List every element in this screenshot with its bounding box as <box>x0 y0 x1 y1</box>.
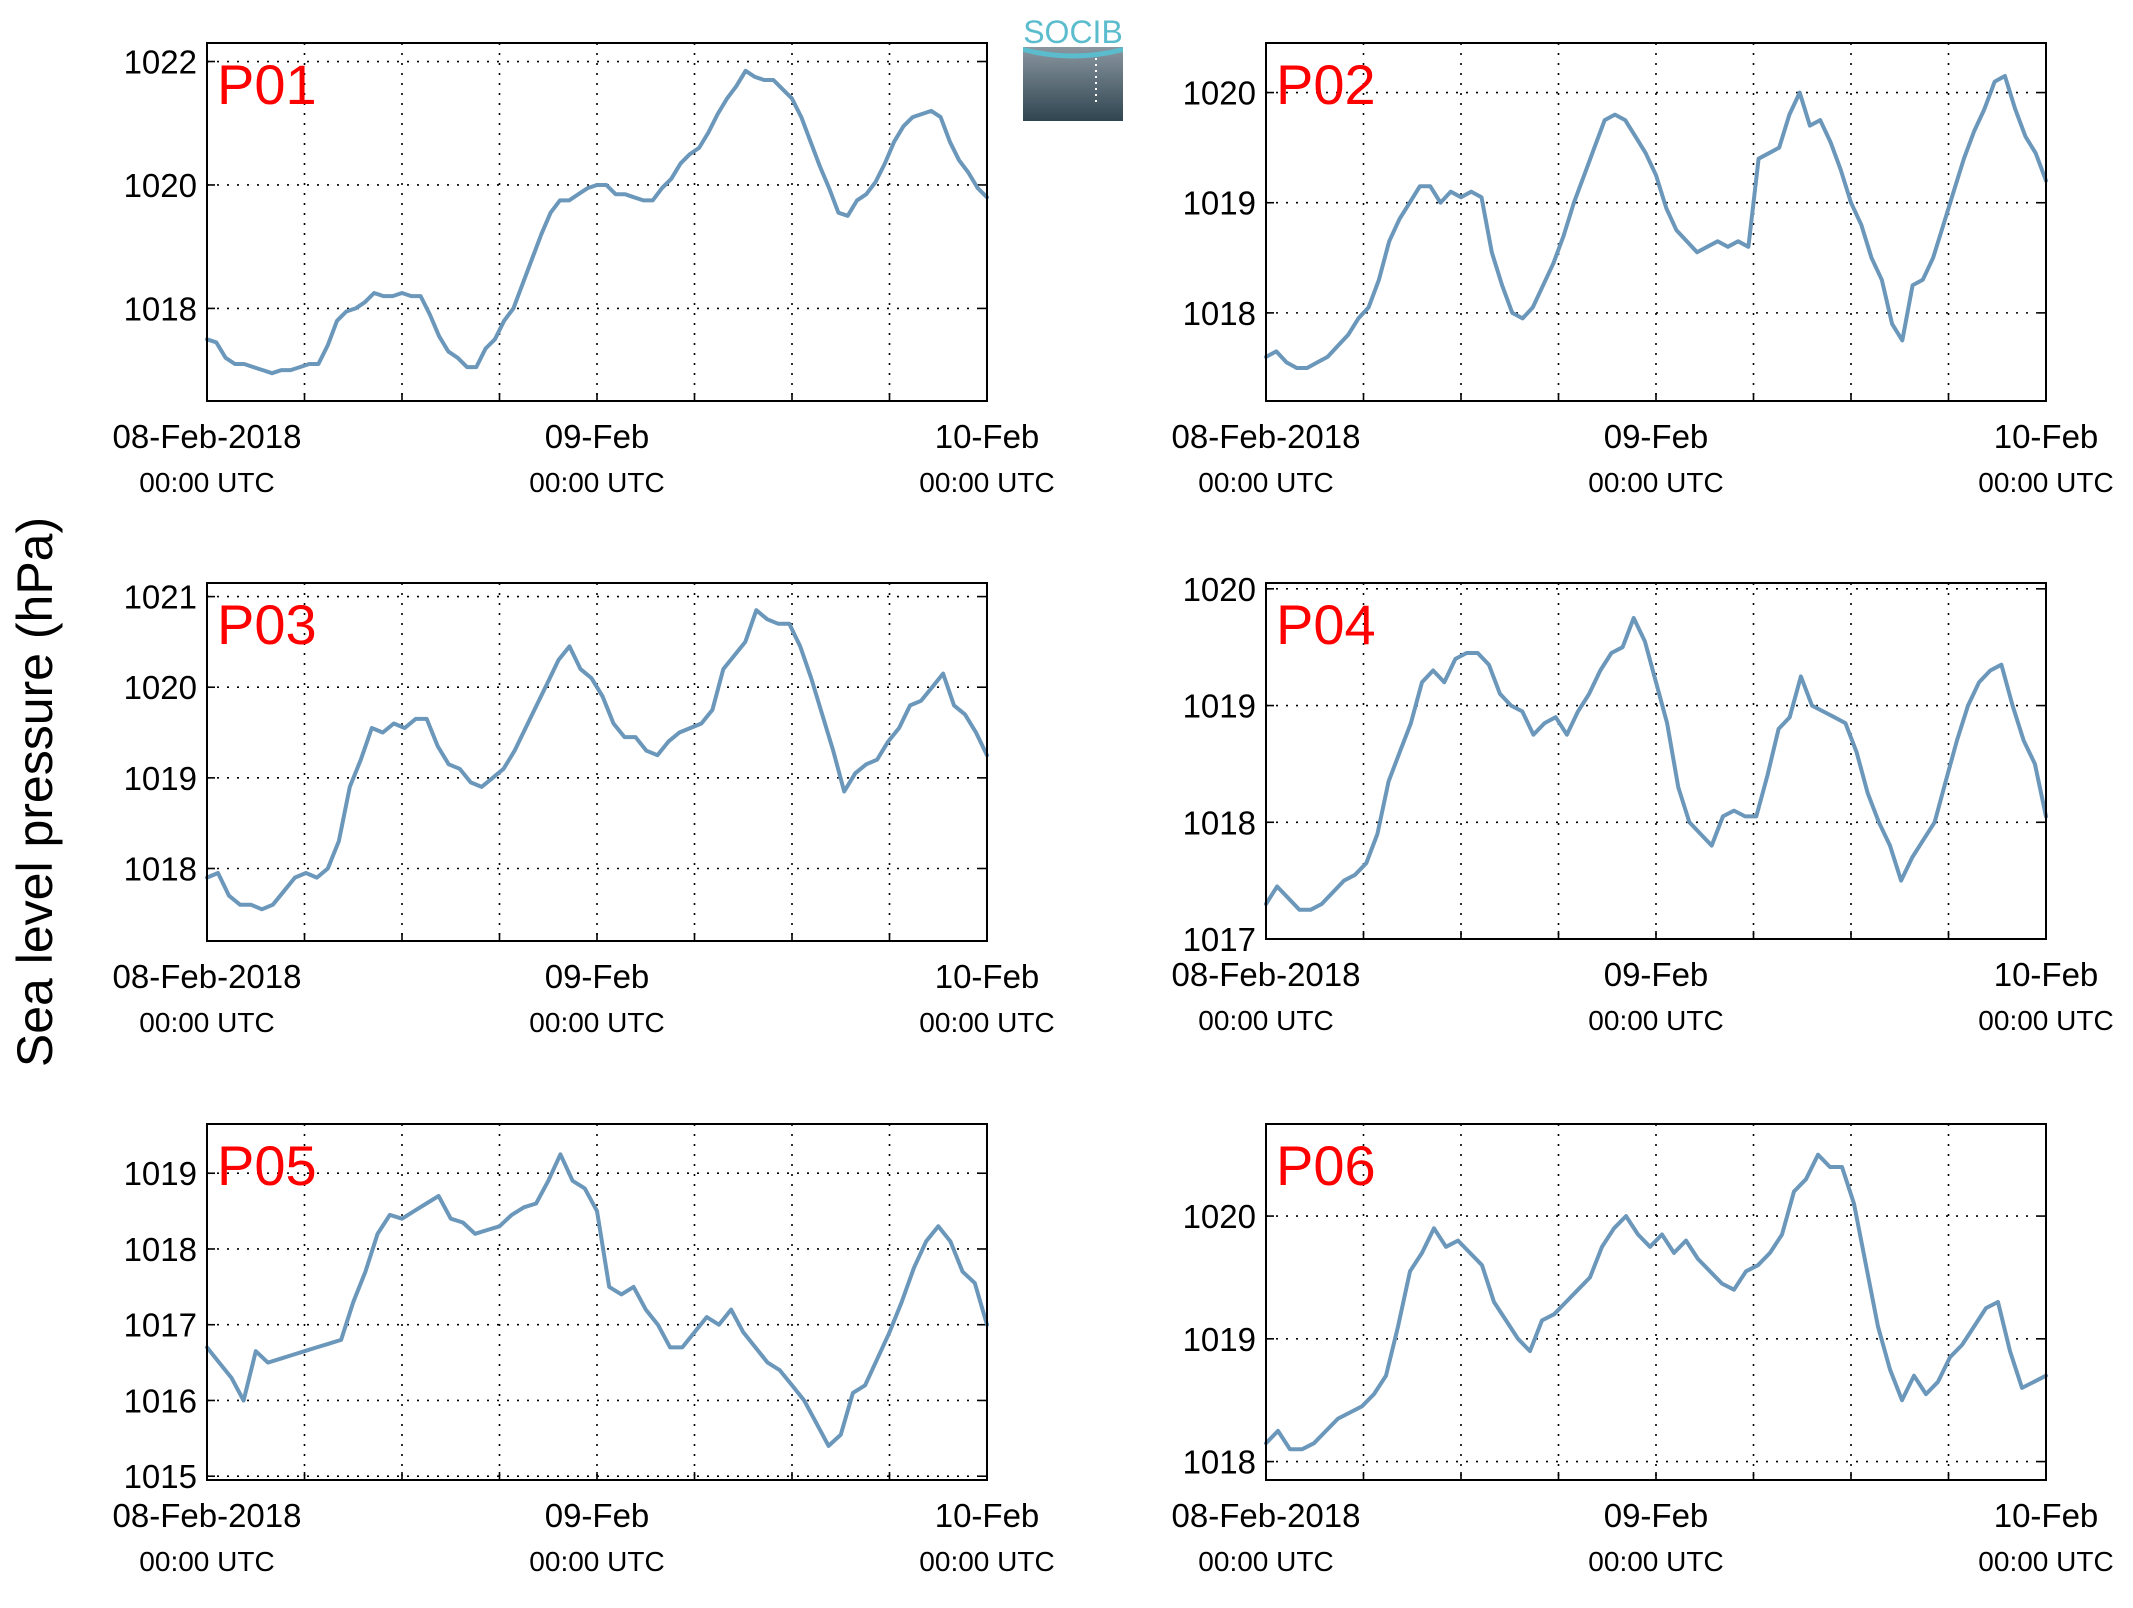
x-tick-label: 10-Feb <box>935 418 1040 455</box>
logo-text: SOCIB <box>1023 14 1123 50</box>
x-tick-label: 09-Feb <box>545 418 650 455</box>
y-tick-label: 1020 <box>1183 75 1256 112</box>
series-line <box>205 608 989 912</box>
x-tick-sublabel: 00:00 UTC <box>139 1546 274 1577</box>
panel-p03: 1018 1019 1020 1021 08-Feb-2018 00:00 UTC 09-F… <box>113 579 1055 1038</box>
y-tick-label: 1018 <box>124 850 197 887</box>
x-tick-sublabel: 00:00 UTC <box>529 1546 664 1577</box>
x-tick-label: 09-Feb <box>1604 956 1709 993</box>
logo-wave <box>1023 47 1123 59</box>
panel-p05: 1015 1016 1017 1018 1019 08-Feb-2018 00:00 UTC… <box>113 1123 1055 1577</box>
x-tick-label: 08-Feb-2018 <box>113 1497 302 1534</box>
x-tick-label: 10-Feb <box>935 1497 1040 1534</box>
x-tick-sublabel: 00:00 UTC <box>139 467 274 498</box>
x-tick-label: 10-Feb <box>935 958 1040 995</box>
logo-mark <box>1023 47 1123 121</box>
panel-p06: 1018 1019 1020 08-Feb-2018 00:00 UTC 09-Feb 00… <box>1172 1123 2114 1577</box>
x-tick-label: 09-Feb <box>545 1497 650 1534</box>
x-tick-sublabel: 00:00 UTC <box>919 1007 1054 1038</box>
x-tick-sublabel: 00:00 UTC <box>1198 1005 1333 1036</box>
x-tick-label: 10-Feb <box>1994 956 2099 993</box>
panels-container: 1018 1020 1022 08-Feb-2018 00:00 UTC 09-Feb 00… <box>113 42 2114 1577</box>
x-tick-label: 10-Feb <box>1994 1497 2099 1534</box>
y-tick-label: 1020 <box>124 167 197 204</box>
x-tick-sublabel: 00:00 UTC <box>919 467 1054 498</box>
axis-frame <box>206 582 988 942</box>
y-tick-label: 1020 <box>1183 1198 1256 1235</box>
series-line <box>205 68 989 376</box>
x-tick-sublabel: 00:00 UTC <box>1198 1546 1333 1577</box>
y-tick-label: 1019 <box>1183 688 1256 725</box>
y-tick-label: 1018 <box>124 1231 197 1268</box>
series-line <box>1264 616 2048 912</box>
series-line <box>1264 74 2048 370</box>
y-tick-label: 1018 <box>1183 804 1256 841</box>
x-tick-sublabel: 00:00 UTC <box>1588 1546 1723 1577</box>
axis-frame <box>206 1123 988 1481</box>
panel-label: P05 <box>217 1134 317 1197</box>
x-tick-sublabel: 00:00 UTC <box>529 1007 664 1038</box>
x-tick-sublabel: 00:00 UTC <box>1588 1005 1723 1036</box>
y-tick-label: 1019 <box>1183 1321 1256 1358</box>
panel-label: P03 <box>217 593 317 656</box>
y-tick-label: 1016 <box>124 1382 197 1419</box>
axis-frame <box>1265 582 2047 940</box>
series-line <box>1264 1152 2048 1452</box>
x-tick-sublabel: 00:00 UTC <box>919 1546 1054 1577</box>
x-tick-label: 08-Feb-2018 <box>1172 1497 1361 1534</box>
y-axis-label: Sea level pressure (hPa) <box>7 517 63 1067</box>
y-tick-label: 1015 <box>124 1458 197 1495</box>
y-tick-label: 1020 <box>124 669 197 706</box>
panel-label: P01 <box>217 53 317 116</box>
axis-frame <box>1265 1123 2047 1481</box>
y-tick-label: 1017 <box>124 1307 197 1344</box>
panel-label: P04 <box>1276 593 1376 656</box>
panel-p04: 1017 1018 1019 1020 08-Feb-2018 00:00 UTC 09-F… <box>1172 571 2114 1036</box>
x-tick-label: 08-Feb-2018 <box>1172 956 1361 993</box>
x-tick-label: 08-Feb-2018 <box>1172 418 1361 455</box>
y-tick-label: 1019 <box>124 760 197 797</box>
x-tick-sublabel: 00:00 UTC <box>1978 1005 2113 1036</box>
x-tick-label: 08-Feb-2018 <box>113 958 302 995</box>
y-tick-label: 1022 <box>124 44 197 81</box>
x-tick-label: 09-Feb <box>1604 1497 1709 1534</box>
x-tick-sublabel: 00:00 UTC <box>1198 467 1333 498</box>
panel-p02: 1018 1019 1020 08-Feb-2018 00:00 UTC 09-Feb 00… <box>1172 42 2114 498</box>
x-tick-sublabel: 00:00 UTC <box>1978 467 2113 498</box>
panel-label: P02 <box>1276 53 1376 116</box>
y-tick-label: 1019 <box>1183 185 1256 222</box>
x-tick-label: 10-Feb <box>1994 418 2099 455</box>
axis-frame <box>206 42 988 402</box>
series-line <box>205 1152 989 1448</box>
y-tick-label: 1019 <box>124 1155 197 1192</box>
y-tick-label: 1020 <box>1183 571 1256 608</box>
x-tick-label: 08-Feb-2018 <box>113 418 302 455</box>
socib-logo: SOCIB <box>1023 14 1123 121</box>
y-tick-label: 1018 <box>1183 1444 1256 1481</box>
y-tick-label: 1021 <box>124 579 197 616</box>
x-tick-label: 09-Feb <box>545 958 650 995</box>
axis-frame <box>1265 42 2047 402</box>
panel-p01: 1018 1020 1022 08-Feb-2018 00:00 UTC 09-Feb 00… <box>113 42 1055 498</box>
x-tick-sublabel: 00:00 UTC <box>529 467 664 498</box>
x-tick-label: 09-Feb <box>1604 418 1709 455</box>
y-tick-label: 1017 <box>1183 921 1256 958</box>
x-tick-sublabel: 00:00 UTC <box>1588 467 1723 498</box>
x-tick-sublabel: 00:00 UTC <box>1978 1546 2113 1577</box>
y-tick-label: 1018 <box>1183 295 1256 332</box>
y-tick-label: 1018 <box>124 290 197 327</box>
x-tick-sublabel: 00:00 UTC <box>139 1007 274 1038</box>
panel-label: P06 <box>1276 1134 1376 1197</box>
